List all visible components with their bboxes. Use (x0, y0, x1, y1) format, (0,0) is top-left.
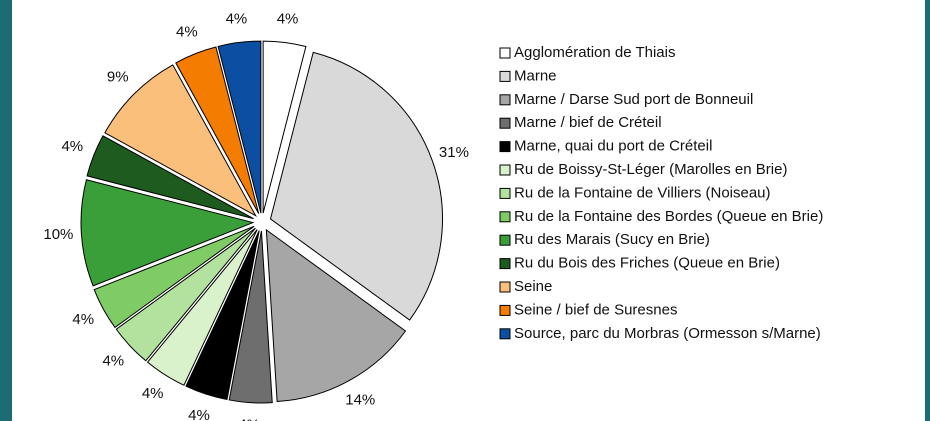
legend-label: Marne (514, 67, 557, 84)
legend-swatch (499, 187, 511, 199)
data-label: 10% (43, 226, 73, 243)
legend-swatch (499, 258, 511, 270)
data-label: 4% (72, 311, 94, 328)
legend-swatch (499, 281, 511, 293)
legend-label: Ru des Marais (Sucy en Brie) (514, 231, 710, 248)
data-label: 14% (345, 392, 375, 409)
legend-label: Ru de la Fontaine de Villiers (Noiseau) (514, 184, 771, 201)
data-label: 31% (439, 144, 469, 161)
pie-slice (269, 51, 443, 321)
data-label: 9% (107, 69, 129, 86)
legend-swatch (499, 47, 511, 59)
data-label: 4% (61, 138, 83, 155)
legend-label: Marne / Darse Sud port de Bonneuil (514, 91, 753, 108)
pie-slice (175, 46, 260, 214)
pie-slice (265, 228, 407, 403)
legend-label: Ru du Bois des Friches (Queue en Brie) (514, 255, 780, 272)
legend-swatch (499, 211, 511, 223)
pie-slice (93, 225, 255, 329)
legend-swatch (499, 304, 511, 316)
pie-slice (217, 40, 262, 214)
legend-label: Ru de la Fontaine des Bordes (Queue en B… (514, 208, 823, 225)
pie-slice (146, 229, 258, 386)
data-label: 4% (176, 23, 198, 40)
data-label: 4% (226, 11, 248, 28)
legend-swatch (499, 328, 511, 340)
pie-slice (262, 40, 307, 214)
legend-label: Marne, quai du port de Créteil (514, 138, 712, 155)
data-label: 4% (102, 353, 124, 370)
pie-slice (115, 227, 256, 362)
legend-swatch (499, 117, 511, 129)
pie-slice (185, 230, 260, 401)
legend-swatch (499, 164, 511, 176)
data-label: 4% (142, 385, 164, 402)
legend-swatch (499, 234, 511, 246)
data-label: 4% (238, 417, 260, 421)
legend-label: Seine / bief de Suresnes (514, 301, 677, 318)
legend-swatch (499, 141, 511, 153)
pie-slice (86, 135, 254, 220)
pie-slice (228, 230, 273, 404)
legend-swatch (499, 94, 511, 106)
legend-label: Ru de Boissy-St-Léger (Marolles en Brie) (514, 161, 787, 178)
data-label: 4% (277, 11, 299, 28)
pie-slice (104, 64, 257, 217)
data-label: 4% (188, 407, 210, 421)
legend-label: Marne / bief de Créteil (514, 114, 662, 131)
legend-label: Seine (514, 278, 552, 295)
legend-label: Source, parc du Morbras (Ormesson s/Marn… (514, 325, 821, 342)
legend-swatch (499, 70, 511, 82)
pie-slice (80, 179, 255, 287)
legend-label: Agglomération de Thiais (514, 44, 675, 61)
